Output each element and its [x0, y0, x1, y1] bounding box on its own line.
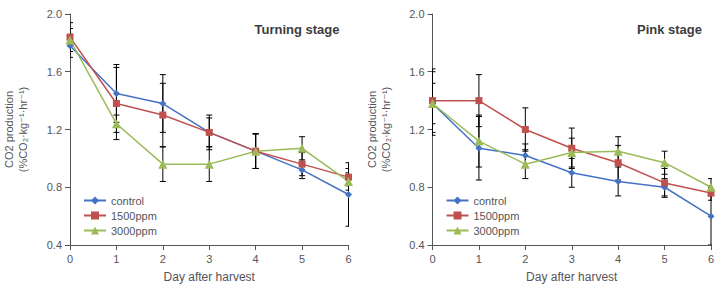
- svg-text:0.8: 0.8: [47, 181, 62, 193]
- svg-text:1.6: 1.6: [47, 66, 62, 78]
- svg-text:6: 6: [708, 253, 714, 265]
- svg-text:3000ppm: 3000ppm: [474, 225, 520, 237]
- svg-text:0.4: 0.4: [409, 239, 424, 251]
- svg-text:1.6: 1.6: [409, 66, 424, 78]
- svg-text:1.2: 1.2: [47, 124, 62, 136]
- svg-text:4: 4: [615, 253, 621, 265]
- svg-text:2.0: 2.0: [409, 8, 424, 20]
- svg-text:Pink stage: Pink stage: [637, 22, 702, 37]
- svg-text:control: control: [474, 195, 507, 207]
- svg-text:5: 5: [662, 253, 668, 265]
- svg-text:(%CO₂·kg⁻¹·hr⁻¹): (%CO₂·kg⁻¹·hr⁻¹): [17, 87, 29, 173]
- svg-text:0: 0: [429, 253, 435, 265]
- svg-text:4: 4: [253, 253, 259, 265]
- svg-text:6: 6: [345, 253, 351, 265]
- svg-text:0: 0: [67, 253, 73, 265]
- svg-text:2: 2: [160, 253, 166, 265]
- svg-text:Day after harvest: Day after harvest: [526, 270, 618, 284]
- svg-text:CO2 production: CO2 production: [3, 91, 15, 168]
- svg-text:1: 1: [476, 253, 482, 265]
- svg-text:3: 3: [569, 253, 575, 265]
- svg-text:3: 3: [206, 253, 212, 265]
- svg-text:1500ppm: 1500ppm: [474, 210, 520, 222]
- svg-text:Day after harvest: Day after harvest: [164, 270, 256, 284]
- svg-text:Turning stage: Turning stage: [255, 22, 340, 37]
- svg-text:3000ppm: 3000ppm: [111, 225, 157, 237]
- svg-text:1.2: 1.2: [409, 124, 424, 136]
- svg-text:1500ppm: 1500ppm: [111, 210, 157, 222]
- svg-text:control: control: [111, 195, 144, 207]
- svg-text:0.8: 0.8: [409, 181, 424, 193]
- svg-text:2: 2: [522, 253, 528, 265]
- svg-text:2.0: 2.0: [47, 8, 62, 20]
- svg-text:0.4: 0.4: [47, 239, 62, 251]
- svg-text:1: 1: [113, 253, 119, 265]
- svg-text:(%CO₂·kg⁻¹·hr⁻¹): (%CO₂·kg⁻¹·hr⁻¹): [380, 87, 392, 173]
- svg-text:5: 5: [299, 253, 305, 265]
- svg-text:CO2 production: CO2 production: [366, 91, 378, 168]
